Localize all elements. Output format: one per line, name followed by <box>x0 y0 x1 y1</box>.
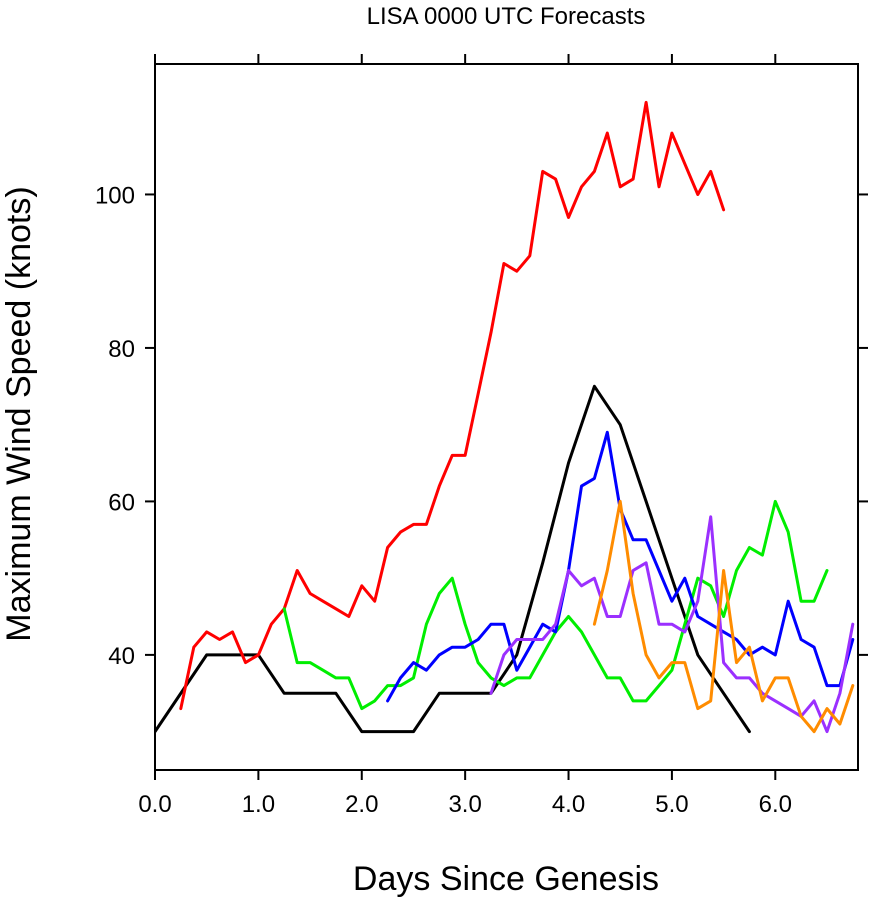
series-line-6 <box>592 499 855 734</box>
x-tick-label: 0.0 <box>138 791 171 818</box>
x-tick-label: 1.0 <box>242 791 275 818</box>
plot-frame <box>154 63 859 771</box>
y-tick-label: 80 <box>108 336 135 363</box>
x-tick-label: 6.0 <box>759 791 792 818</box>
y-tick-label: 60 <box>108 489 135 516</box>
x-tick-label: 3.0 <box>448 791 481 818</box>
x-axis-label: Days Since Genesis <box>353 860 659 898</box>
series-line-1 <box>155 384 751 734</box>
y-axis-label: Maximum Wind Speed (knots) <box>0 186 38 641</box>
series-layer <box>155 100 855 734</box>
x-tick-label: 5.0 <box>655 791 688 818</box>
y-tick-label: 100 <box>95 182 135 209</box>
x-tick-label: 4.0 <box>552 791 585 818</box>
chart-title: LISA 0000 UTC Forecasts <box>367 3 646 30</box>
x-tick-label: 2.0 <box>345 791 378 818</box>
axis-ticks: 0.0 1.0 2.0 3.0 4.0 5.0 6.0 40 60 80 100 <box>95 54 868 818</box>
series-line-4 <box>386 430 855 703</box>
y-tick-label: 40 <box>108 643 135 670</box>
series-line-5 <box>489 515 855 734</box>
series-line-2 <box>179 100 726 711</box>
